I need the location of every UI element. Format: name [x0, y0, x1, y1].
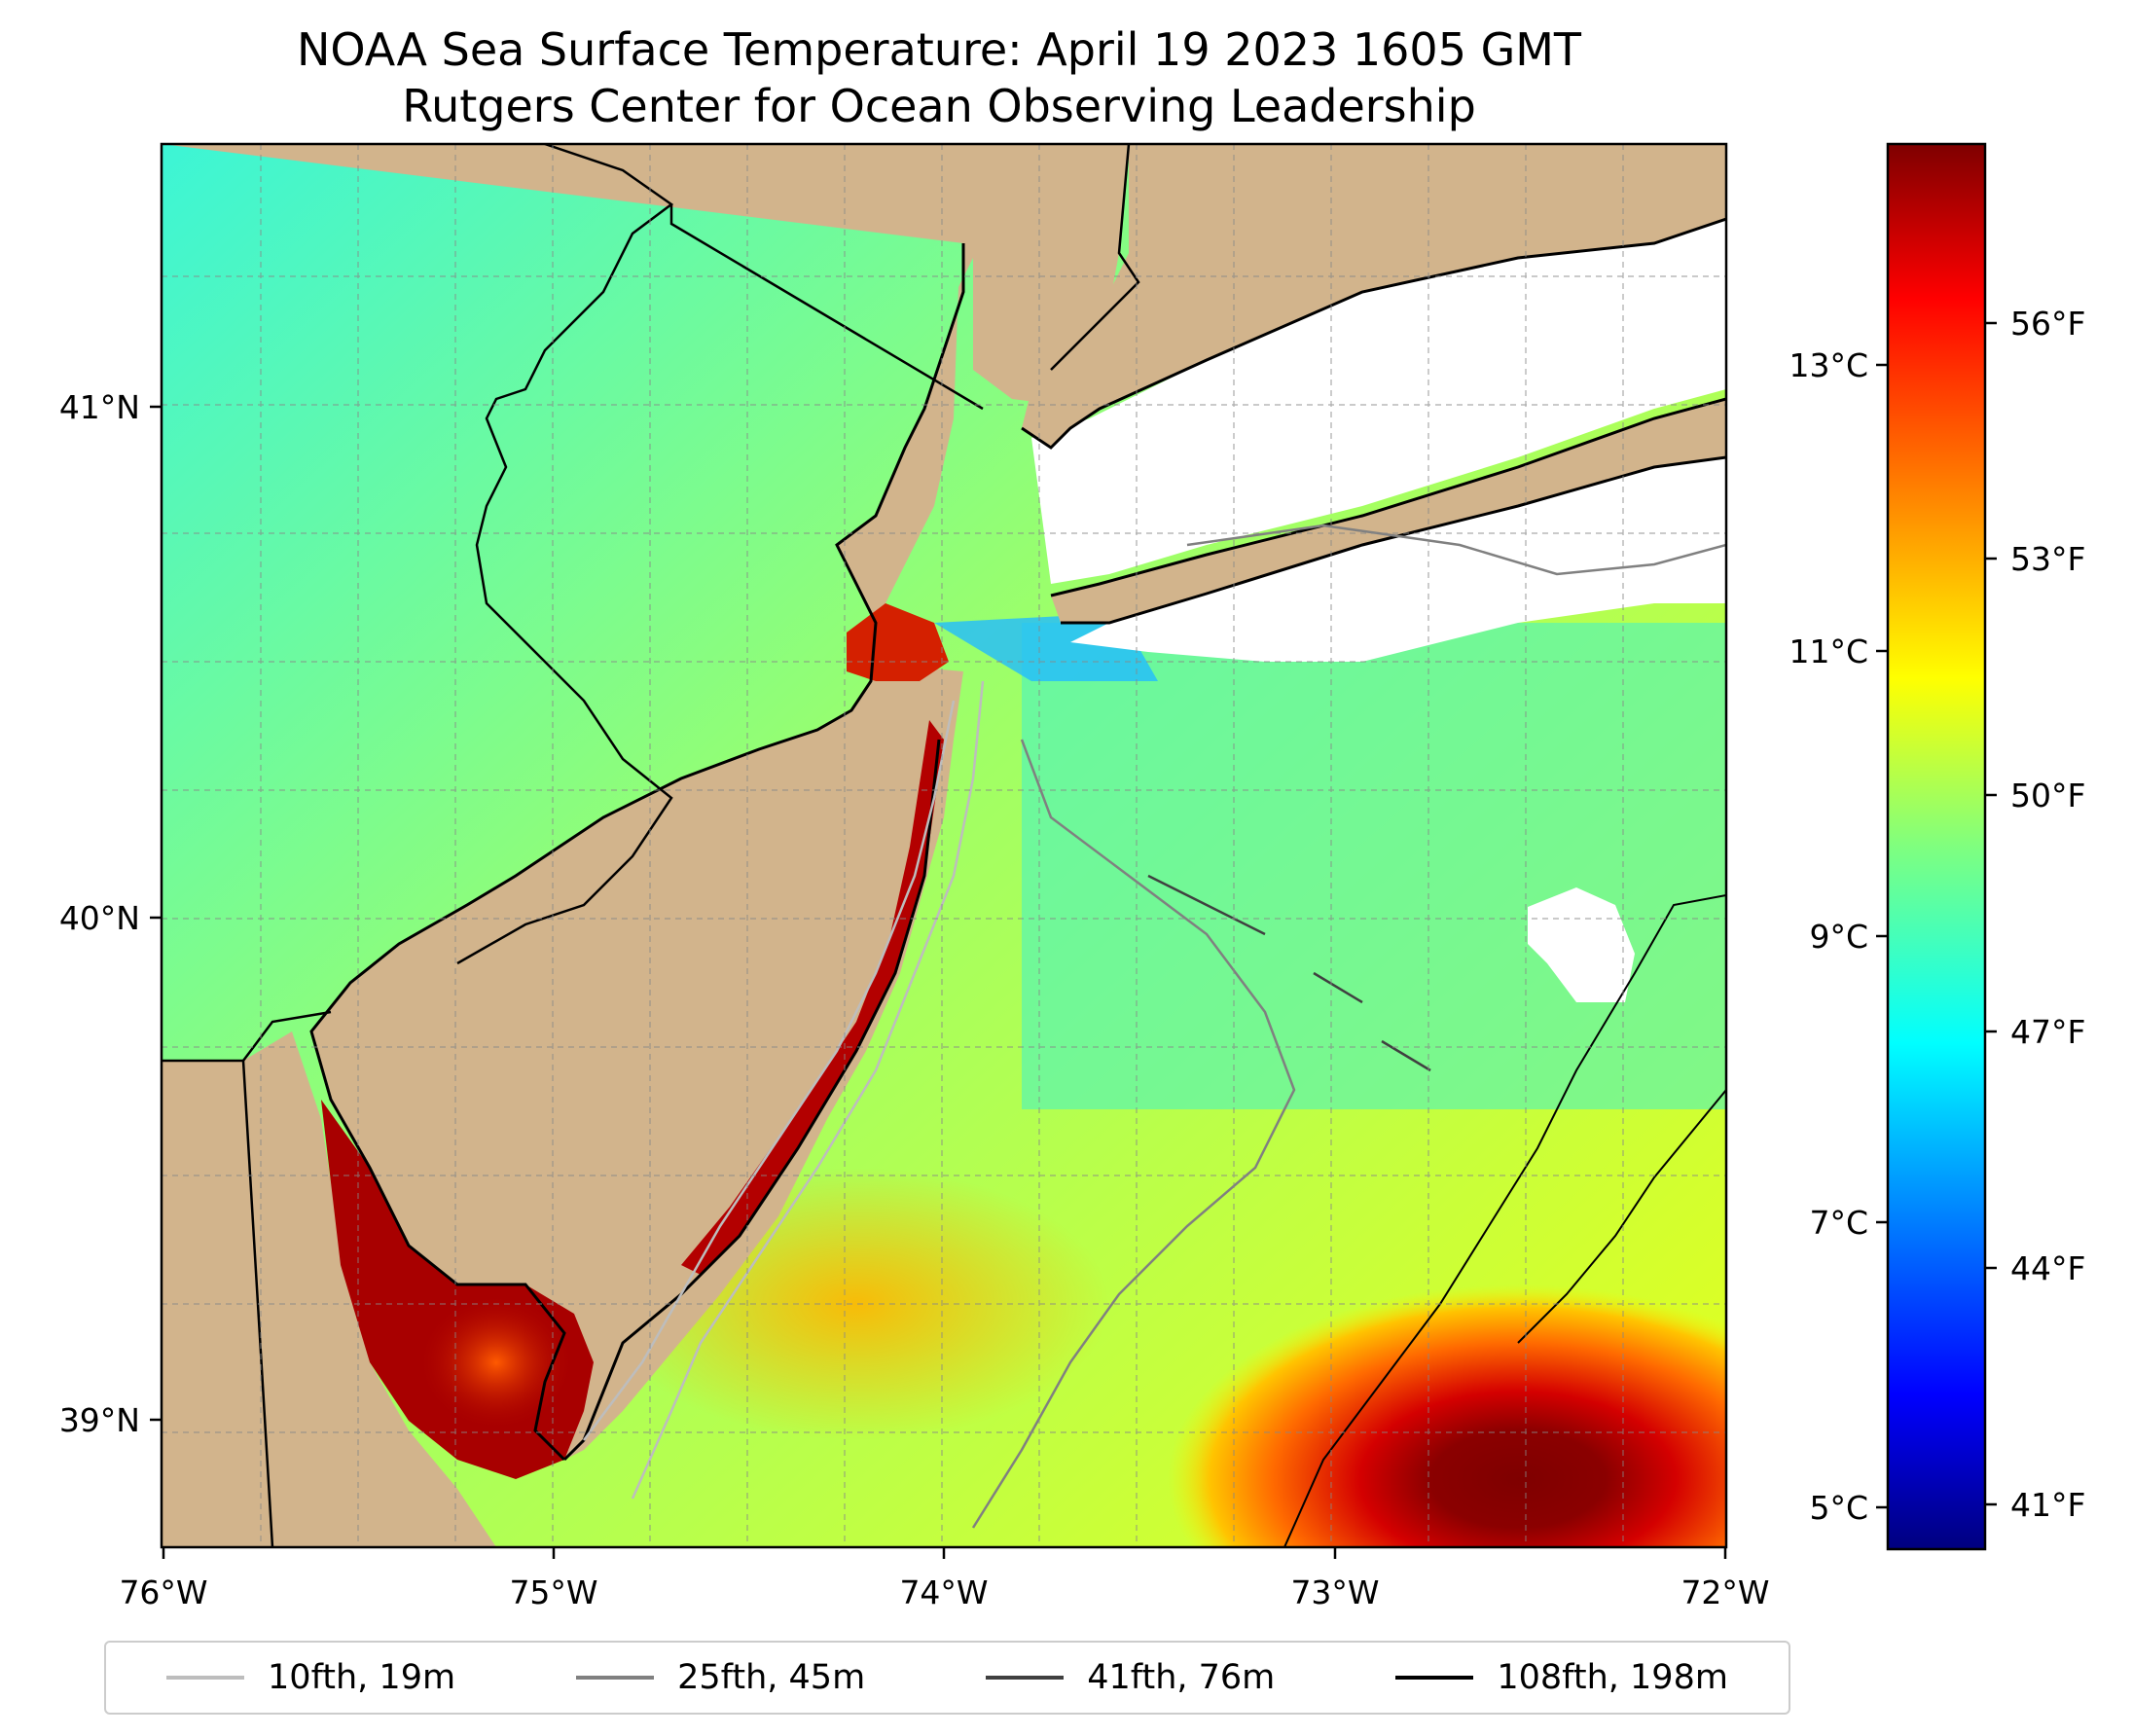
lon-tick-label: 75°W [509, 1573, 597, 1611]
legend-item-108fth: 108fth, 198m [1395, 1658, 1728, 1697]
land-connecticut [1022, 144, 1726, 448]
colorbar [1886, 142, 1987, 1551]
map-title: NOAA Sea Surface Temperature: April 19 2… [0, 21, 1878, 134]
legend-label: 108fth, 198m [1497, 1658, 1728, 1697]
land-new-jersey [162, 144, 1129, 1460]
lon-tick-label: 72°W [1680, 1573, 1769, 1611]
fahrenheit-tick-label: 56°F [2010, 305, 2085, 343]
isobath-76m [1147, 874, 1431, 1072]
colorbar-celsius-ticks [1876, 363, 1888, 1509]
no-data-region-sound [1031, 209, 1726, 584]
title-line-2: Rutgers Center for Ocean Observing Leade… [402, 80, 1476, 132]
lat-tick-label: 39°N [59, 1401, 140, 1439]
legend-line-swatch [166, 1676, 245, 1680]
isobath-legend: 10fth, 19m 25fth, 45m 41fth, 76m 108fth,… [104, 1641, 1790, 1715]
lon-tick-label: 74°W [899, 1573, 988, 1611]
warm-core-eddy [1168, 1284, 1726, 1547]
legend-line-swatch [576, 1676, 655, 1680]
isobath-19m-offshore [631, 680, 985, 1500]
fahrenheit-tick-label: 50°F [2010, 777, 2085, 814]
isobaths [583, 524, 1726, 1547]
lon-tick-label: 76°W [119, 1573, 207, 1611]
legend-item-41fth: 41fth, 76m [986, 1658, 1275, 1697]
celsius-tick-label: 9°C [1809, 918, 1868, 956]
state-boundaries [162, 144, 1140, 1547]
fahrenheit-tick-label: 53°F [2010, 540, 2085, 578]
legend-item-25fth: 25fth, 45m [576, 1658, 865, 1697]
legend-line-swatch [1395, 1676, 1474, 1680]
gridlines [162, 144, 1726, 1547]
cool-offshore-water [1022, 623, 1726, 1109]
isobath-45m-north [1186, 524, 1726, 576]
no-data-region-long-island [1070, 457, 1726, 662]
legend-label: 41fth, 76m [1087, 1658, 1276, 1697]
no-data-region-cloud [1528, 887, 1635, 1002]
legend-item-10fth: 10fth, 19m [166, 1658, 455, 1697]
celsius-tick-label: 7°C [1809, 1204, 1868, 1242]
title-line-1: NOAA Sea Surface Temperature: April 19 2… [296, 23, 1582, 76]
land-long-island [1051, 399, 1726, 623]
isobath-198m [1283, 894, 1726, 1547]
delaware-bay-warm-core [418, 1294, 574, 1430]
fahrenheit-tick-label: 47°F [2010, 1013, 2085, 1051]
land-delaware-bay-west [243, 1031, 496, 1547]
map-plot [162, 144, 1726, 1547]
fahrenheit-tick-label: 41°F [2010, 1486, 2085, 1524]
legend-label: 10fth, 19m [268, 1658, 456, 1697]
lat-ticks [150, 405, 162, 1422]
lon-tick-label: 73°W [1290, 1573, 1379, 1611]
fahrenheit-tick-label: 44°F [2010, 1249, 2085, 1287]
isobath-198m-shelfbreak [1517, 1089, 1726, 1344]
legend-label: 25fth, 45m [677, 1658, 866, 1697]
lat-tick-label: 40°N [59, 899, 140, 937]
colorbar-fahrenheit-ticks [1985, 321, 1997, 1506]
lat-tick-label: 41°N [59, 388, 140, 426]
coastlines [309, 217, 1726, 1462]
legend-line-swatch [986, 1676, 1065, 1680]
lon-ticks [162, 1547, 1727, 1559]
isobath-45m [971, 739, 1296, 1529]
celsius-tick-label: 13°C [1789, 346, 1868, 384]
celsius-tick-label: 5°C [1809, 1489, 1868, 1527]
isobath-19m [583, 700, 956, 1441]
celsius-tick-label: 11°C [1789, 633, 1868, 670]
